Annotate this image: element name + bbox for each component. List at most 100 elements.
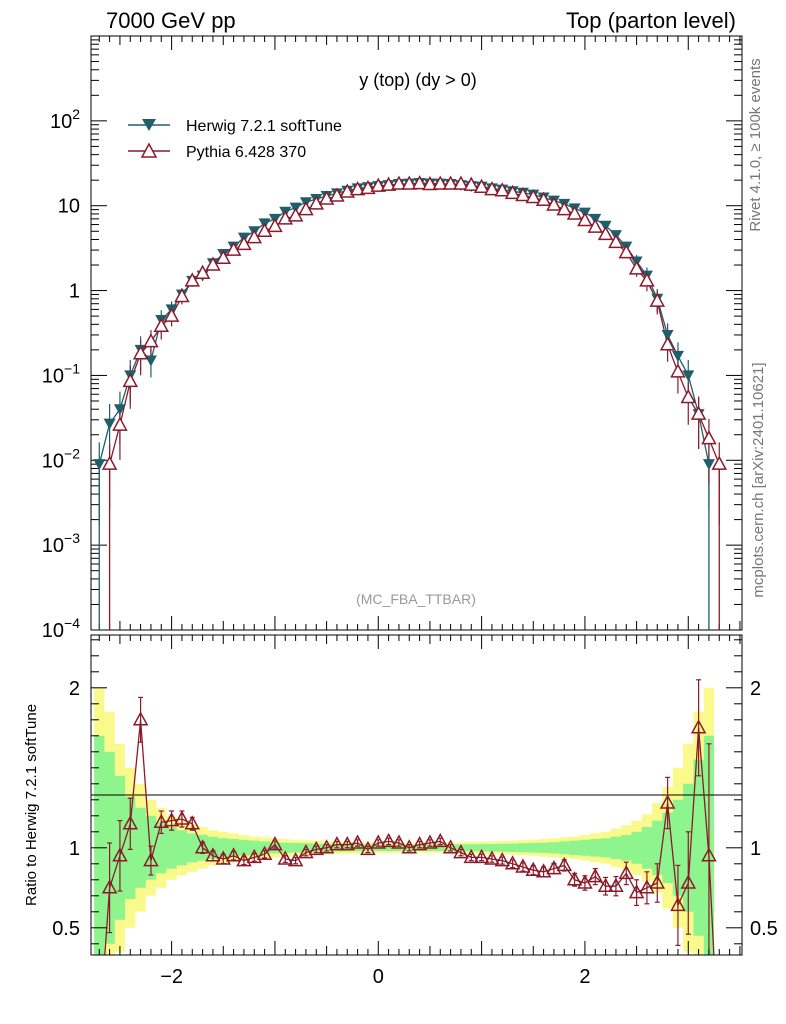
- main-plot-frame: [90, 35, 743, 631]
- pythia-ratio-marker: [494, 852, 511, 867]
- pythia-marker: [360, 179, 376, 195]
- ratio-ylabel: Ratio to Herwig 7.2.1 softTune: [23, 704, 40, 906]
- pythia-marker: [163, 307, 180, 322]
- y-tick-label-main: 10−4: [42, 615, 80, 642]
- y-tick-label-exponent: −3: [64, 530, 80, 546]
- pythia-ratio-marker: [680, 874, 697, 889]
- pythia-ratio-marker: [587, 868, 604, 883]
- pythia-marker: [401, 175, 418, 190]
- pythia-ratio-marker: [256, 845, 273, 860]
- y-tick-label-ratio-left: 1: [69, 838, 80, 860]
- pythia-marker: [432, 175, 449, 190]
- pythia-ratio-marker: [101, 879, 118, 894]
- y-tick-label-mantissa: 10: [42, 620, 64, 642]
- pythia-marker: [639, 272, 655, 287]
- pythia-ratio-marker: [246, 848, 263, 864]
- header-right: Top (parton level): [566, 8, 736, 33]
- pythia-marker: [618, 244, 635, 259]
- pythia-ratio-marker: [608, 877, 624, 892]
- pythia-marker: [556, 201, 573, 216]
- pythia-ratio-marker: [442, 839, 459, 854]
- legend-entry-pythia: Pythia 6.428 370: [128, 142, 306, 161]
- pythia-marker: [101, 455, 118, 470]
- pythia-marker: [701, 430, 717, 445]
- pythia-marker: [504, 184, 521, 200]
- pythia-ratio-marker: [236, 852, 252, 867]
- pythia-marker: [566, 205, 583, 220]
- pythia-ratio-marker: [535, 863, 552, 878]
- pythia-ratio-marker: [504, 855, 521, 870]
- legend-marker-herwig: [142, 119, 156, 131]
- pythia-marker: [597, 225, 614, 241]
- pythia-ratio-marker: [628, 884, 645, 899]
- pythia-marker: [535, 191, 552, 206]
- pythia-ratio-marker: [349, 834, 366, 849]
- pythia-marker: [122, 372, 139, 388]
- pythia-ratio-edge-line: [104, 887, 111, 955]
- pythia-ratio-marker: [380, 832, 397, 848]
- pythia-marker: [494, 182, 511, 197]
- pythia-marker: [442, 175, 459, 190]
- pythia-marker: [473, 178, 490, 194]
- y-tick-label-main: 102: [50, 106, 80, 133]
- pythia-line: [108, 182, 720, 465]
- pythia-ratio-marker: [153, 813, 170, 828]
- pythia-ratio-marker: [215, 850, 232, 865]
- y-tick-label-mantissa: 10: [50, 111, 72, 133]
- pythia-ratio-marker: [132, 711, 149, 726]
- ratio-y-tick-labels: 0.5 0.5 1 1 2 2: [52, 678, 778, 940]
- ratio-panel: 0.5 0.5 1 1 2 2 Ratio to Herwig 7.2.1 softTun…: [23, 634, 778, 956]
- y-tick-label-mantissa: 10: [42, 365, 64, 387]
- main-axis-ticks: [91, 36, 742, 631]
- y-tick-label-ratio-right: 0.5: [750, 918, 778, 940]
- pythia-marker: [670, 363, 686, 378]
- y-tick-label-exponent: −4: [64, 615, 80, 631]
- watermark-label: (MC_FBA_TTBAR): [356, 591, 476, 607]
- pythia-marker: [608, 233, 624, 249]
- legend-marker-pythia: [140, 142, 158, 158]
- pythia-ratio-marker: [112, 847, 128, 862]
- pythia-marker: [649, 292, 666, 307]
- pythia-ratio-marker: [370, 834, 387, 849]
- pythia-marker: [577, 211, 593, 227]
- pythia-ratio-marker: [287, 852, 304, 867]
- pythia-marker: [411, 175, 428, 190]
- pythia-ratio-marker: [184, 815, 201, 830]
- header-left: 7000 GeV pp: [106, 8, 236, 33]
- pythia-ratio-marker: [670, 896, 686, 912]
- pythia-marker: [153, 317, 170, 332]
- x-tick-label: 0: [373, 966, 384, 988]
- pythia-ratio-marker: [267, 836, 283, 851]
- pythia-ratio-marker: [639, 879, 655, 894]
- herwig-marker: [671, 350, 684, 362]
- pythia-ratio-marker: [205, 847, 221, 862]
- pythia-ratio-marker: [618, 864, 635, 880]
- pythia-ratio-marker: [143, 852, 159, 867]
- plot-title: y (top) (dy > 0): [359, 70, 477, 90]
- ratio-bands: [94, 687, 715, 955]
- y-tick-label-main: 1: [69, 281, 80, 303]
- pythia-ratio-marker: [659, 794, 676, 809]
- pythia-marker: [194, 264, 211, 279]
- side-text-rivet: Rivet 4.1.0, ≥ 100k events: [747, 58, 764, 231]
- herwig-marker: [702, 459, 715, 471]
- pythia-ratio-marker: [649, 874, 666, 889]
- pythia-marker: [422, 175, 438, 191]
- pythia-ratio-marker: [701, 847, 717, 862]
- pythia-ratio-marker: [411, 836, 428, 851]
- pythia-ratio-marker: [308, 840, 325, 856]
- pythia-marker: [256, 222, 273, 238]
- pythia-marker: [453, 175, 469, 190]
- pythia-marker: [174, 287, 190, 303]
- pythia-ratio-marker: [473, 848, 490, 864]
- pythia-ratio-marker: [174, 810, 190, 825]
- pythia-ratio-marker: [339, 836, 356, 851]
- side-text-mcplots: mcplots.cern.ch [arXiv:2401.10621]: [750, 362, 767, 597]
- pythia-marker: [391, 175, 407, 190]
- pythia-marker: [463, 176, 480, 191]
- y-tick-label-main: 10−2: [42, 445, 80, 472]
- pythia-marker: [711, 455, 728, 470]
- pythia-ratio-marker: [515, 858, 531, 873]
- legend-label-pythia: Pythia 6.428 370: [186, 144, 306, 161]
